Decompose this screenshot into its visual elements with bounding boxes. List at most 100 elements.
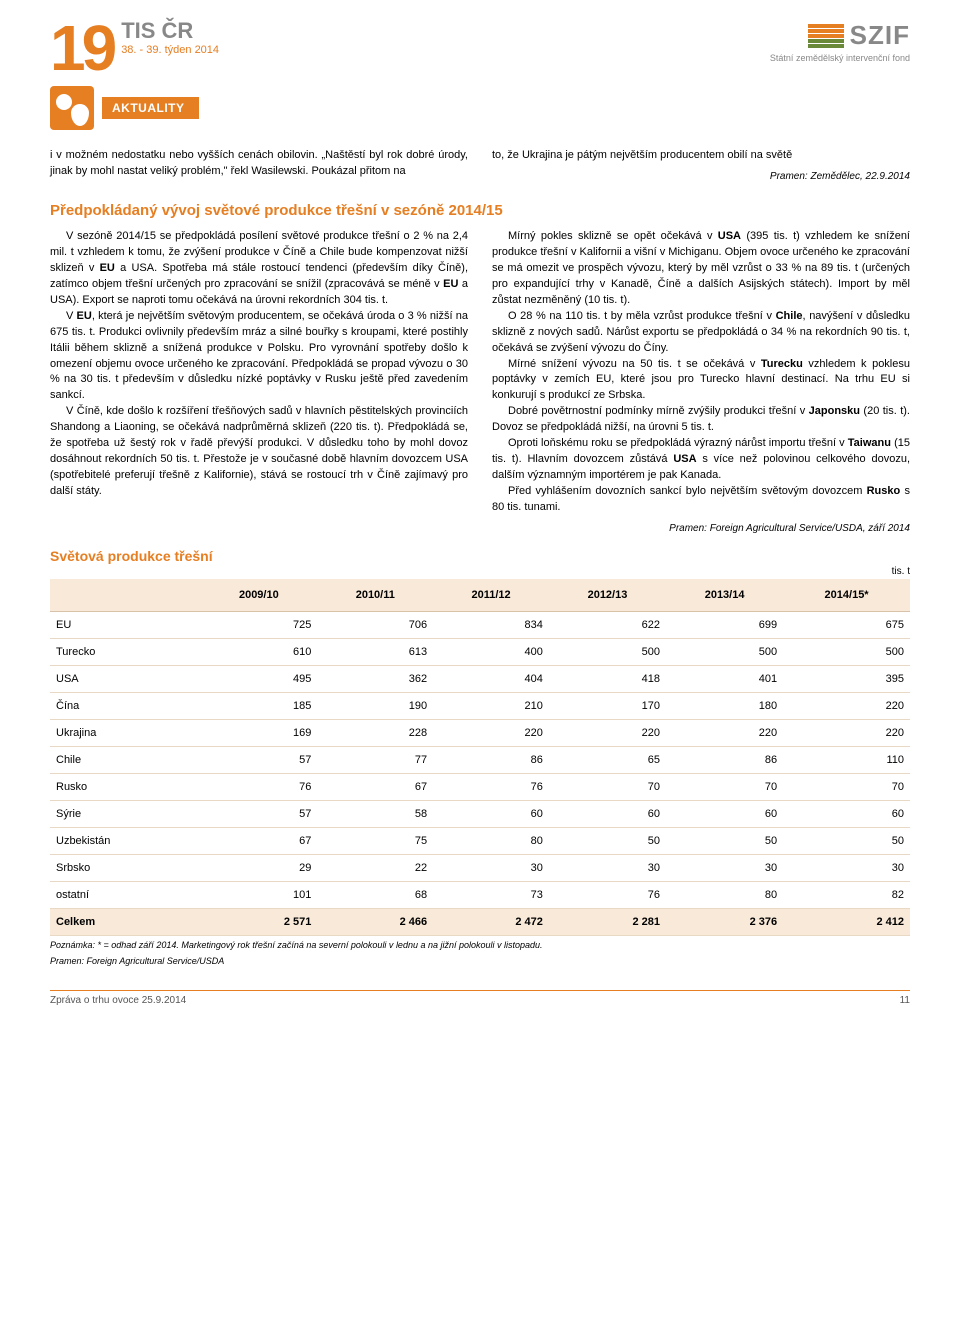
szif-text: SZIF bbox=[850, 20, 910, 51]
table-cell: 77 bbox=[317, 747, 433, 774]
table-cell: 500 bbox=[783, 639, 910, 666]
footer-page-number: 11 bbox=[900, 995, 910, 1006]
table-cell: 190 bbox=[317, 693, 433, 720]
table-cell: 70 bbox=[549, 774, 666, 801]
table-cell: 30 bbox=[433, 855, 549, 882]
table-cell: 70 bbox=[666, 774, 783, 801]
szif-logo: SZIF bbox=[770, 20, 910, 51]
table-row: ostatní1016873768082 bbox=[50, 882, 910, 909]
article-paragraph: O 28 % na 110 tis. t by měla vzrůst prod… bbox=[492, 309, 910, 357]
intro-columns: i v možném nedostatku nebo vyšších cenác… bbox=[50, 148, 910, 184]
table-cell: 75 bbox=[317, 828, 433, 855]
table-cell: 220 bbox=[433, 720, 549, 747]
article-paragraph: V EU, která je největším světovým produc… bbox=[50, 309, 468, 405]
intro-col-left: i v možném nedostatku nebo vyšších cenác… bbox=[50, 148, 468, 184]
table-cell: Čína bbox=[50, 693, 200, 720]
table-cell: 2 281 bbox=[549, 909, 666, 936]
table-header-cell bbox=[50, 579, 200, 612]
table-cell: 2 466 bbox=[317, 909, 433, 936]
intro-source: Pramen: Zemědělec, 22.9.2014 bbox=[492, 170, 910, 185]
fruit-icon bbox=[50, 86, 94, 130]
article-paragraph: V sezóně 2014/15 se předpokládá posílení… bbox=[50, 229, 468, 309]
table-cell: Rusko bbox=[50, 774, 200, 801]
article-title: Předpokládaný vývoj světové produkce tře… bbox=[50, 202, 910, 219]
intro-col-right: to, že Ukrajina je pátým největším produ… bbox=[492, 148, 910, 184]
table-cell: 170 bbox=[549, 693, 666, 720]
table-cell: 495 bbox=[200, 666, 317, 693]
table-cell: EU bbox=[50, 612, 200, 639]
table-cell: 2 472 bbox=[433, 909, 549, 936]
header-right: SZIF Státní zemědělský intervenční fond bbox=[770, 20, 910, 63]
table-note-1: Poznámka: * = odhad září 2014. Marketing… bbox=[50, 940, 910, 952]
table-header-cell: 2012/13 bbox=[549, 579, 666, 612]
table-cell: 185 bbox=[200, 693, 317, 720]
table-cell: 30 bbox=[783, 855, 910, 882]
table-row: USA495362404418401395 bbox=[50, 666, 910, 693]
table-cell: 220 bbox=[783, 720, 910, 747]
tis-block: TIS ČR 38. - 39. týden 2014 bbox=[121, 20, 219, 56]
table-cell: 2 412 bbox=[783, 909, 910, 936]
table-cell: 22 bbox=[317, 855, 433, 882]
article-paragraph: Mírné snížení vývozu na 50 tis. t se oče… bbox=[492, 357, 910, 405]
article-source: Pramen: Foreign Agricultural Service/USD… bbox=[492, 522, 910, 537]
article-paragraph: V Číně, kde došlo k rozšíření třešňových… bbox=[50, 404, 468, 500]
table-cell: 30 bbox=[666, 855, 783, 882]
table-cell: 220 bbox=[783, 693, 910, 720]
table-cell: 68 bbox=[317, 882, 433, 909]
table-cell: 2 571 bbox=[200, 909, 317, 936]
table-cell: 699 bbox=[666, 612, 783, 639]
table-cell: 613 bbox=[317, 639, 433, 666]
table-cell: 58 bbox=[317, 801, 433, 828]
table-cell: 76 bbox=[433, 774, 549, 801]
article-paragraph: Dobré povětrnostní podmínky mírně zvýšil… bbox=[492, 404, 910, 436]
table-body: EU725706834622699675Turecko6106134005005… bbox=[50, 612, 910, 936]
table-row: Turecko610613400500500500 bbox=[50, 639, 910, 666]
header-left: 19 TIS ČR 38. - 39. týden 2014 bbox=[50, 20, 219, 78]
table-cell: 67 bbox=[317, 774, 433, 801]
table-cell: 50 bbox=[666, 828, 783, 855]
table-row: Srbsko292230303030 bbox=[50, 855, 910, 882]
table-cell: 169 bbox=[200, 720, 317, 747]
article-col-right: Mírný pokles sklizně se opět očekává v U… bbox=[492, 229, 910, 536]
table-row: EU725706834622699675 bbox=[50, 612, 910, 639]
intro-right-text: to, že Ukrajina je pátým největším produ… bbox=[492, 149, 792, 161]
table-total-row: Celkem2 5712 4662 4722 2812 3762 412 bbox=[50, 909, 910, 936]
table-cell: 362 bbox=[317, 666, 433, 693]
article-paragraph: Před vyhlášením dovozních sankcí bylo ne… bbox=[492, 484, 910, 516]
page: 19 TIS ČR 38. - 39. týden 2014 SZIF Stát… bbox=[0, 0, 960, 1026]
week-line: 38. - 39. týden 2014 bbox=[121, 44, 219, 56]
table-cell: 220 bbox=[666, 720, 783, 747]
szif-bars-icon bbox=[808, 24, 844, 48]
table-cell: Srbsko bbox=[50, 855, 200, 882]
issue-number: 19 bbox=[50, 20, 113, 78]
article-paragraph: Oproti loňskému roku se předpokládá výra… bbox=[492, 436, 910, 484]
table-row: Čína185190210170180220 bbox=[50, 693, 910, 720]
table-cell: 30 bbox=[549, 855, 666, 882]
table-cell: 675 bbox=[783, 612, 910, 639]
table-cell: 2 376 bbox=[666, 909, 783, 936]
production-table: 2009/102010/112011/122012/132013/142014/… bbox=[50, 579, 910, 936]
table-cell: 395 bbox=[783, 666, 910, 693]
tis-title: TIS ČR bbox=[121, 20, 219, 42]
table-cell: 210 bbox=[433, 693, 549, 720]
table-cell: 80 bbox=[433, 828, 549, 855]
table-cell: 101 bbox=[200, 882, 317, 909]
table-head: 2009/102010/112011/122012/132013/142014/… bbox=[50, 579, 910, 612]
table-cell: 70 bbox=[783, 774, 910, 801]
aktuality-bar: AKTUALITY bbox=[50, 86, 910, 130]
page-header: 19 TIS ČR 38. - 39. týden 2014 SZIF Stát… bbox=[50, 20, 910, 78]
table-cell: 418 bbox=[549, 666, 666, 693]
table-cell: 57 bbox=[200, 801, 317, 828]
article-columns: V sezóně 2014/15 se předpokládá posílení… bbox=[50, 229, 910, 536]
table-cell: 110 bbox=[783, 747, 910, 774]
table-header-cell: 2014/15* bbox=[783, 579, 910, 612]
table-cell: 401 bbox=[666, 666, 783, 693]
table-cell: 725 bbox=[200, 612, 317, 639]
table-cell: 65 bbox=[549, 747, 666, 774]
table-cell: 60 bbox=[433, 801, 549, 828]
table-cell: 60 bbox=[783, 801, 910, 828]
table-cell: Chile bbox=[50, 747, 200, 774]
table-cell: 228 bbox=[317, 720, 433, 747]
table-cell: 67 bbox=[200, 828, 317, 855]
table-row: Uzbekistán677580505050 bbox=[50, 828, 910, 855]
